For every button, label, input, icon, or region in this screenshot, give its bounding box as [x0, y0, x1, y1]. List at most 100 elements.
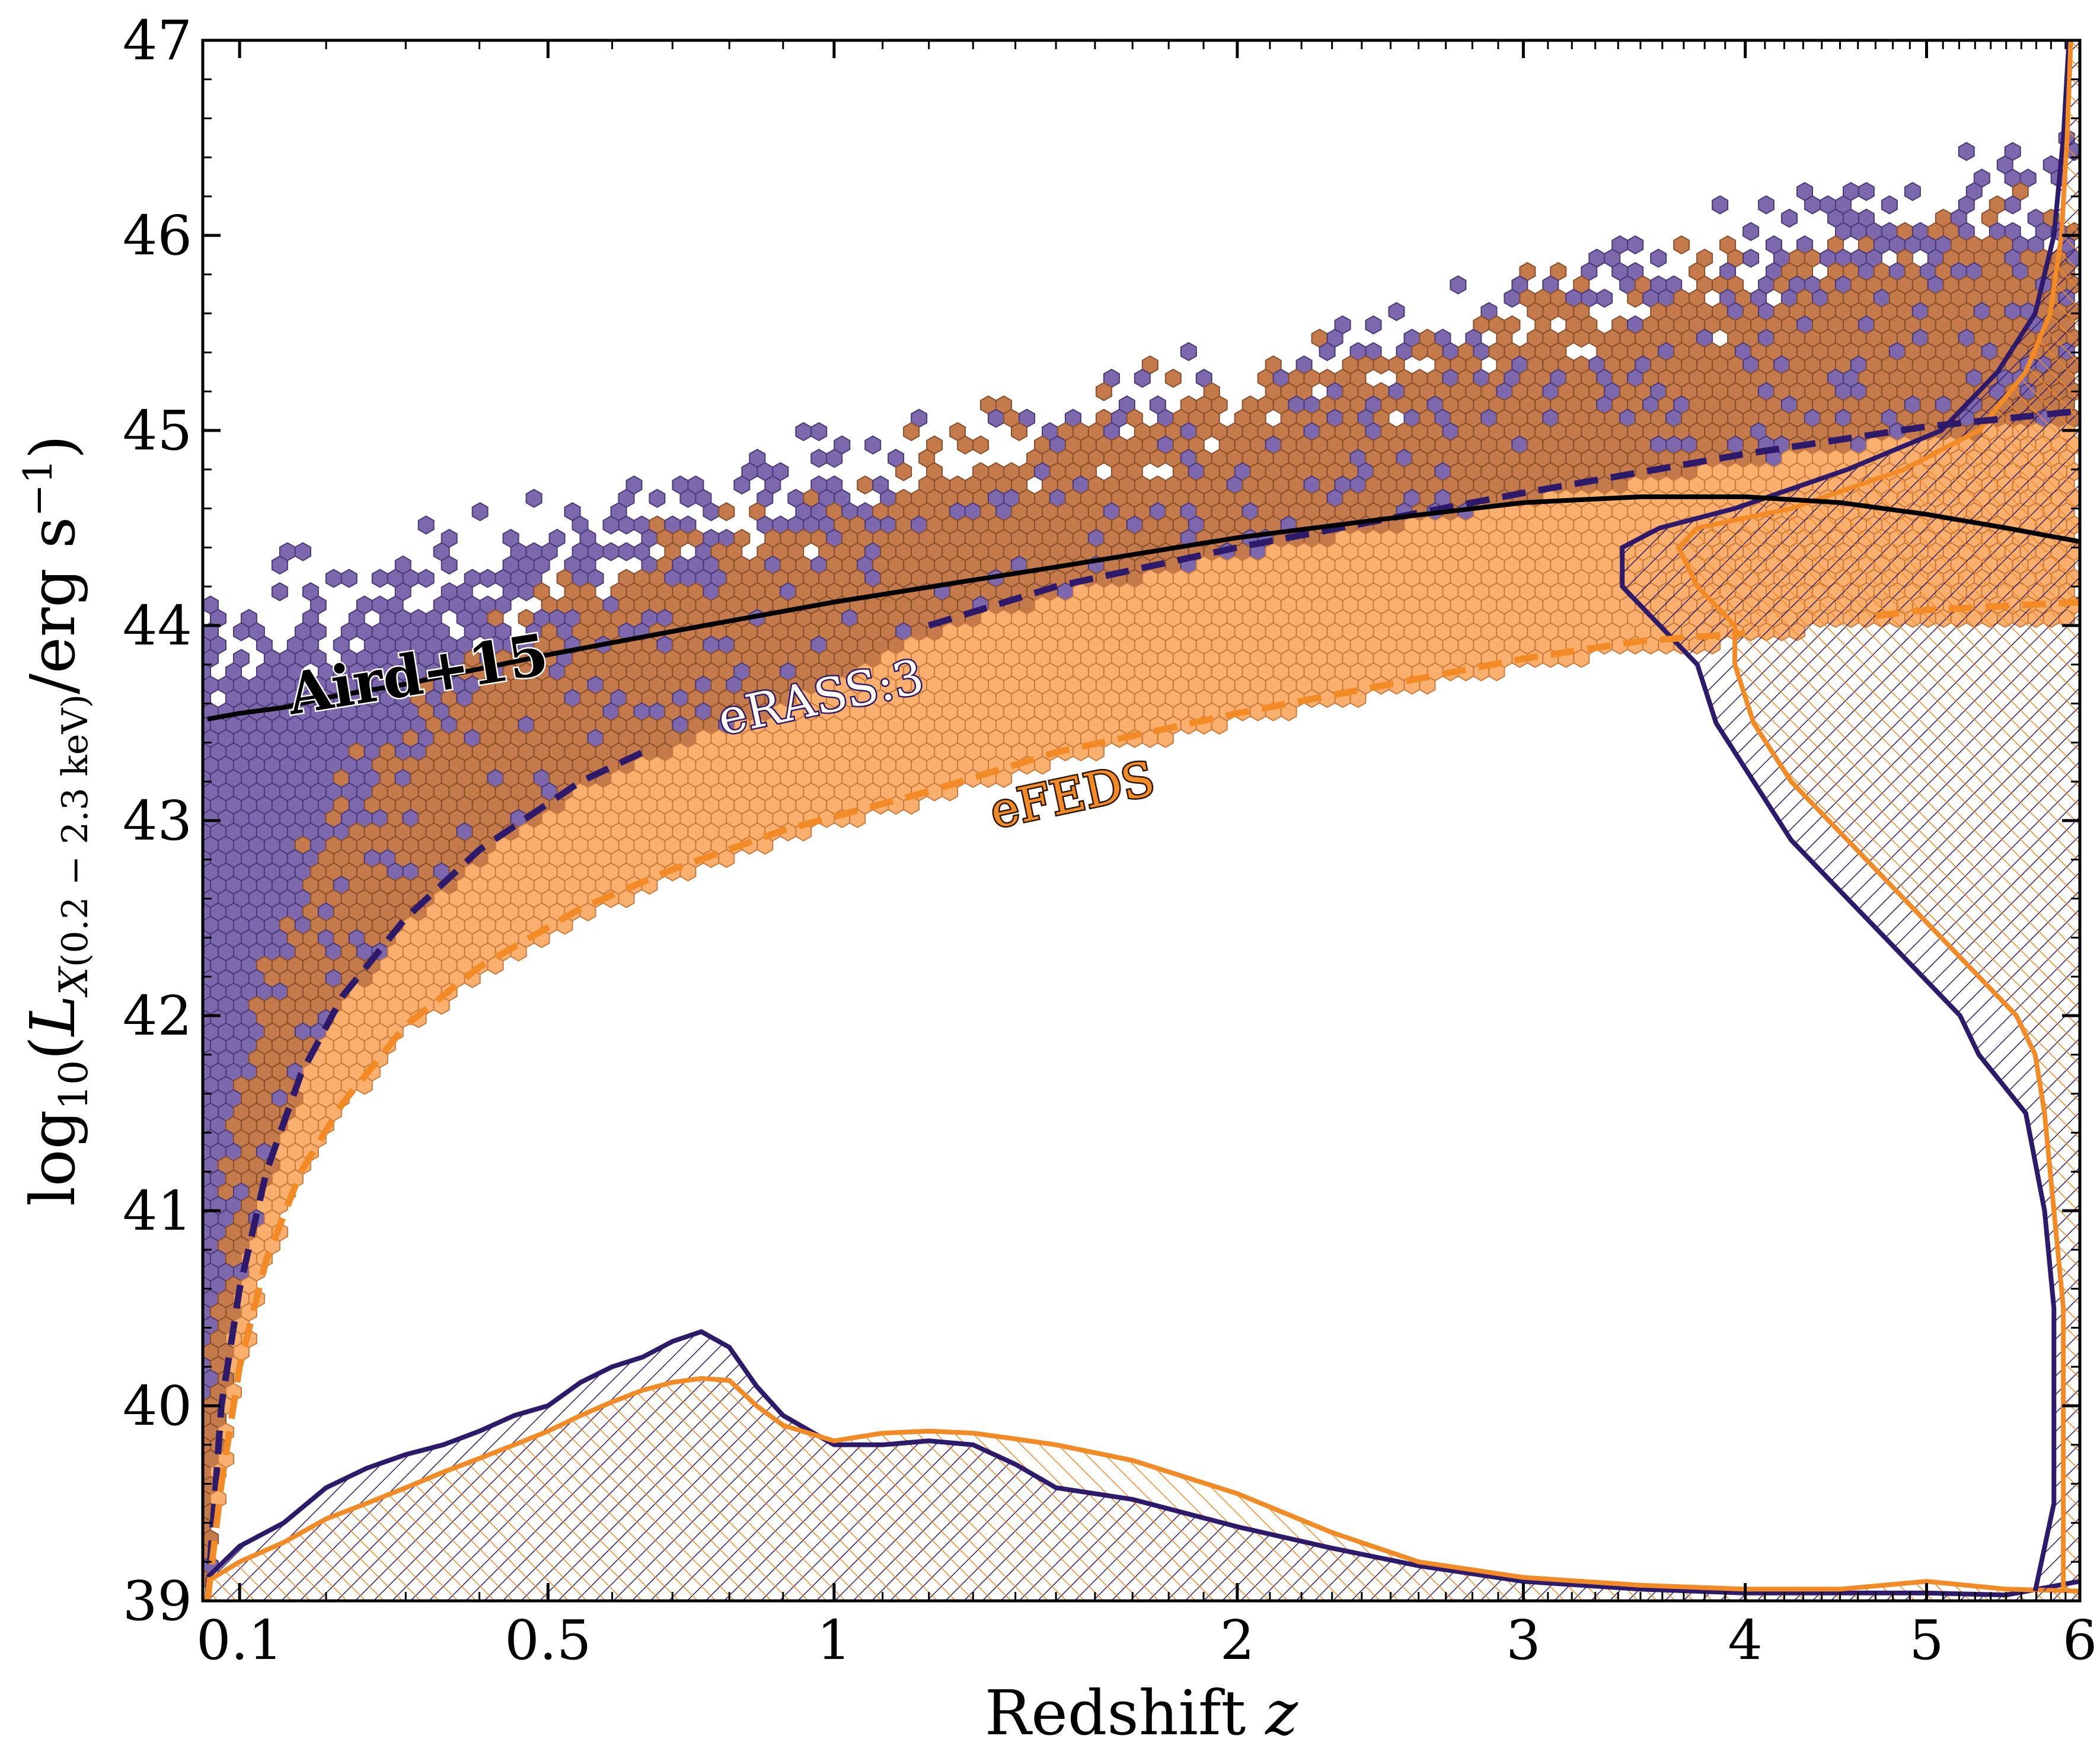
hex-bin: [1149, 448, 1166, 468]
hex-bin: [864, 435, 882, 455]
y-tick-label: 45: [123, 399, 192, 462]
redshift-kde-efeds-fill: [203, 1378, 2080, 1601]
hex-bin: [1211, 715, 1228, 735]
hex-bin: [1034, 755, 1051, 775]
hex-bin: [1504, 288, 1521, 308]
hexbin-layer: [203, 128, 2080, 1601]
hex-bin: [618, 542, 635, 561]
hex-bin: [1650, 248, 1667, 268]
hex-bin: [1573, 328, 1590, 348]
hex-bin: [618, 515, 635, 535]
x-tick-label: 6: [2063, 1609, 2098, 1672]
y-tick-label: 43: [123, 789, 192, 853]
hex-bin: [1388, 302, 1405, 321]
hex-bin: [525, 489, 542, 508]
marginal-kde-layer: [203, 40, 2080, 1601]
hex-bin: [1411, 342, 1428, 362]
hex-bin: [1712, 195, 1729, 215]
hex-bin: [233, 622, 250, 642]
hex-bin: [1804, 195, 1821, 215]
redshift-kde-efeds-line: [206, 1376, 2080, 1594]
series-line-0: [204, 749, 644, 1601]
hex-bin: [1742, 248, 1760, 268]
hex-bin: [988, 409, 1004, 428]
hex-bin: [1164, 368, 1182, 388]
hex-bin: [371, 569, 388, 588]
y-tick-label: 40: [123, 1374, 192, 1438]
hex-bin: [649, 489, 666, 508]
hex-bin: [203, 649, 219, 668]
x-tick-label: 4: [1728, 1609, 1763, 1672]
y-tick-label: 39: [123, 1569, 192, 1633]
hex-bin: [340, 569, 358, 588]
x-tick-label: 0.1: [196, 1609, 283, 1672]
x-axis-title: Redshift z: [985, 1677, 1298, 1749]
hex-bin: [1881, 195, 1898, 215]
hex-bin: [417, 515, 435, 535]
hex-bin: [1627, 235, 1644, 255]
hex-bin: [1573, 649, 1590, 668]
hex-bin: [1095, 382, 1112, 401]
hex-bin: [1758, 195, 1775, 215]
y-tick-label: 47: [123, 9, 192, 72]
hex-bin: [795, 422, 812, 442]
y-title-sub-band: (0.2 − 2.3 keV): [55, 694, 96, 967]
hex-bin: [579, 902, 596, 922]
hex-bin: [479, 569, 496, 588]
x-tick-label: 3: [1506, 1609, 1541, 1672]
hex-bin: [679, 489, 697, 508]
hex-bin: [1450, 275, 1467, 295]
hex-bin: [602, 515, 620, 535]
hex-bin: [718, 848, 735, 869]
luminosity-kde-erass-line: [1620, 40, 2072, 1592]
hex-bin: [926, 782, 943, 802]
hex-bin: [810, 448, 828, 468]
hex-bin: [1673, 235, 1690, 255]
y-title-paren-close: ): [17, 435, 89, 460]
hex-bin: [618, 889, 635, 908]
y-title-L: L: [17, 995, 89, 1037]
hex-bin: [487, 955, 504, 975]
y-title-base: 10: [51, 1060, 97, 1110]
luminosity-kde-efeds-line: [1675, 40, 2073, 1591]
y-title-exp: −1: [15, 459, 61, 516]
hex-bin: [602, 542, 620, 561]
hex-bin: [679, 862, 697, 882]
x-axis-title-main: Redshift: [985, 1677, 1265, 1749]
curve-layer: [204, 407, 2080, 1601]
hex-bin: [972, 435, 989, 455]
hex-bin: [518, 582, 535, 602]
x-axis-title-var: z: [1264, 1677, 1298, 1749]
hex-bin: [1858, 181, 1875, 202]
hex-bin: [1781, 208, 1798, 228]
hex-bin: [271, 582, 288, 602]
hex-bin: [1742, 222, 1760, 241]
y-title-sub-var: X: [51, 965, 97, 998]
x-tick-label: 5: [1909, 1609, 1944, 1672]
hex-bin: [294, 542, 311, 561]
hex-bin: [903, 422, 920, 442]
hex-bin: [1627, 288, 1644, 308]
hex-bin: [857, 475, 874, 495]
y-tick-label: 42: [123, 984, 192, 1048]
hex-bin: [1373, 355, 1390, 375]
luminosity-kde-efeds-fill: [1678, 40, 2080, 1591]
hex-bin: [2004, 195, 2021, 215]
hex-bin: [1011, 422, 1027, 442]
series-line-1-hi: [1875, 599, 2080, 620]
y-title-log: log: [17, 1110, 89, 1206]
hex-bin: [417, 569, 435, 588]
redshift-kde-erass-line: [206, 1329, 2080, 1598]
x-tick-label: 1: [817, 1609, 852, 1672]
hex-bin: [1319, 688, 1336, 709]
hex-bin: [957, 435, 974, 455]
hex-bin: [895, 462, 912, 481]
hex-bin: [1958, 142, 1975, 161]
hex-bin: [703, 502, 720, 522]
hex-bin: [271, 555, 288, 575]
y-tick-label: 41: [123, 1179, 192, 1243]
hex-bin: [1180, 342, 1197, 362]
